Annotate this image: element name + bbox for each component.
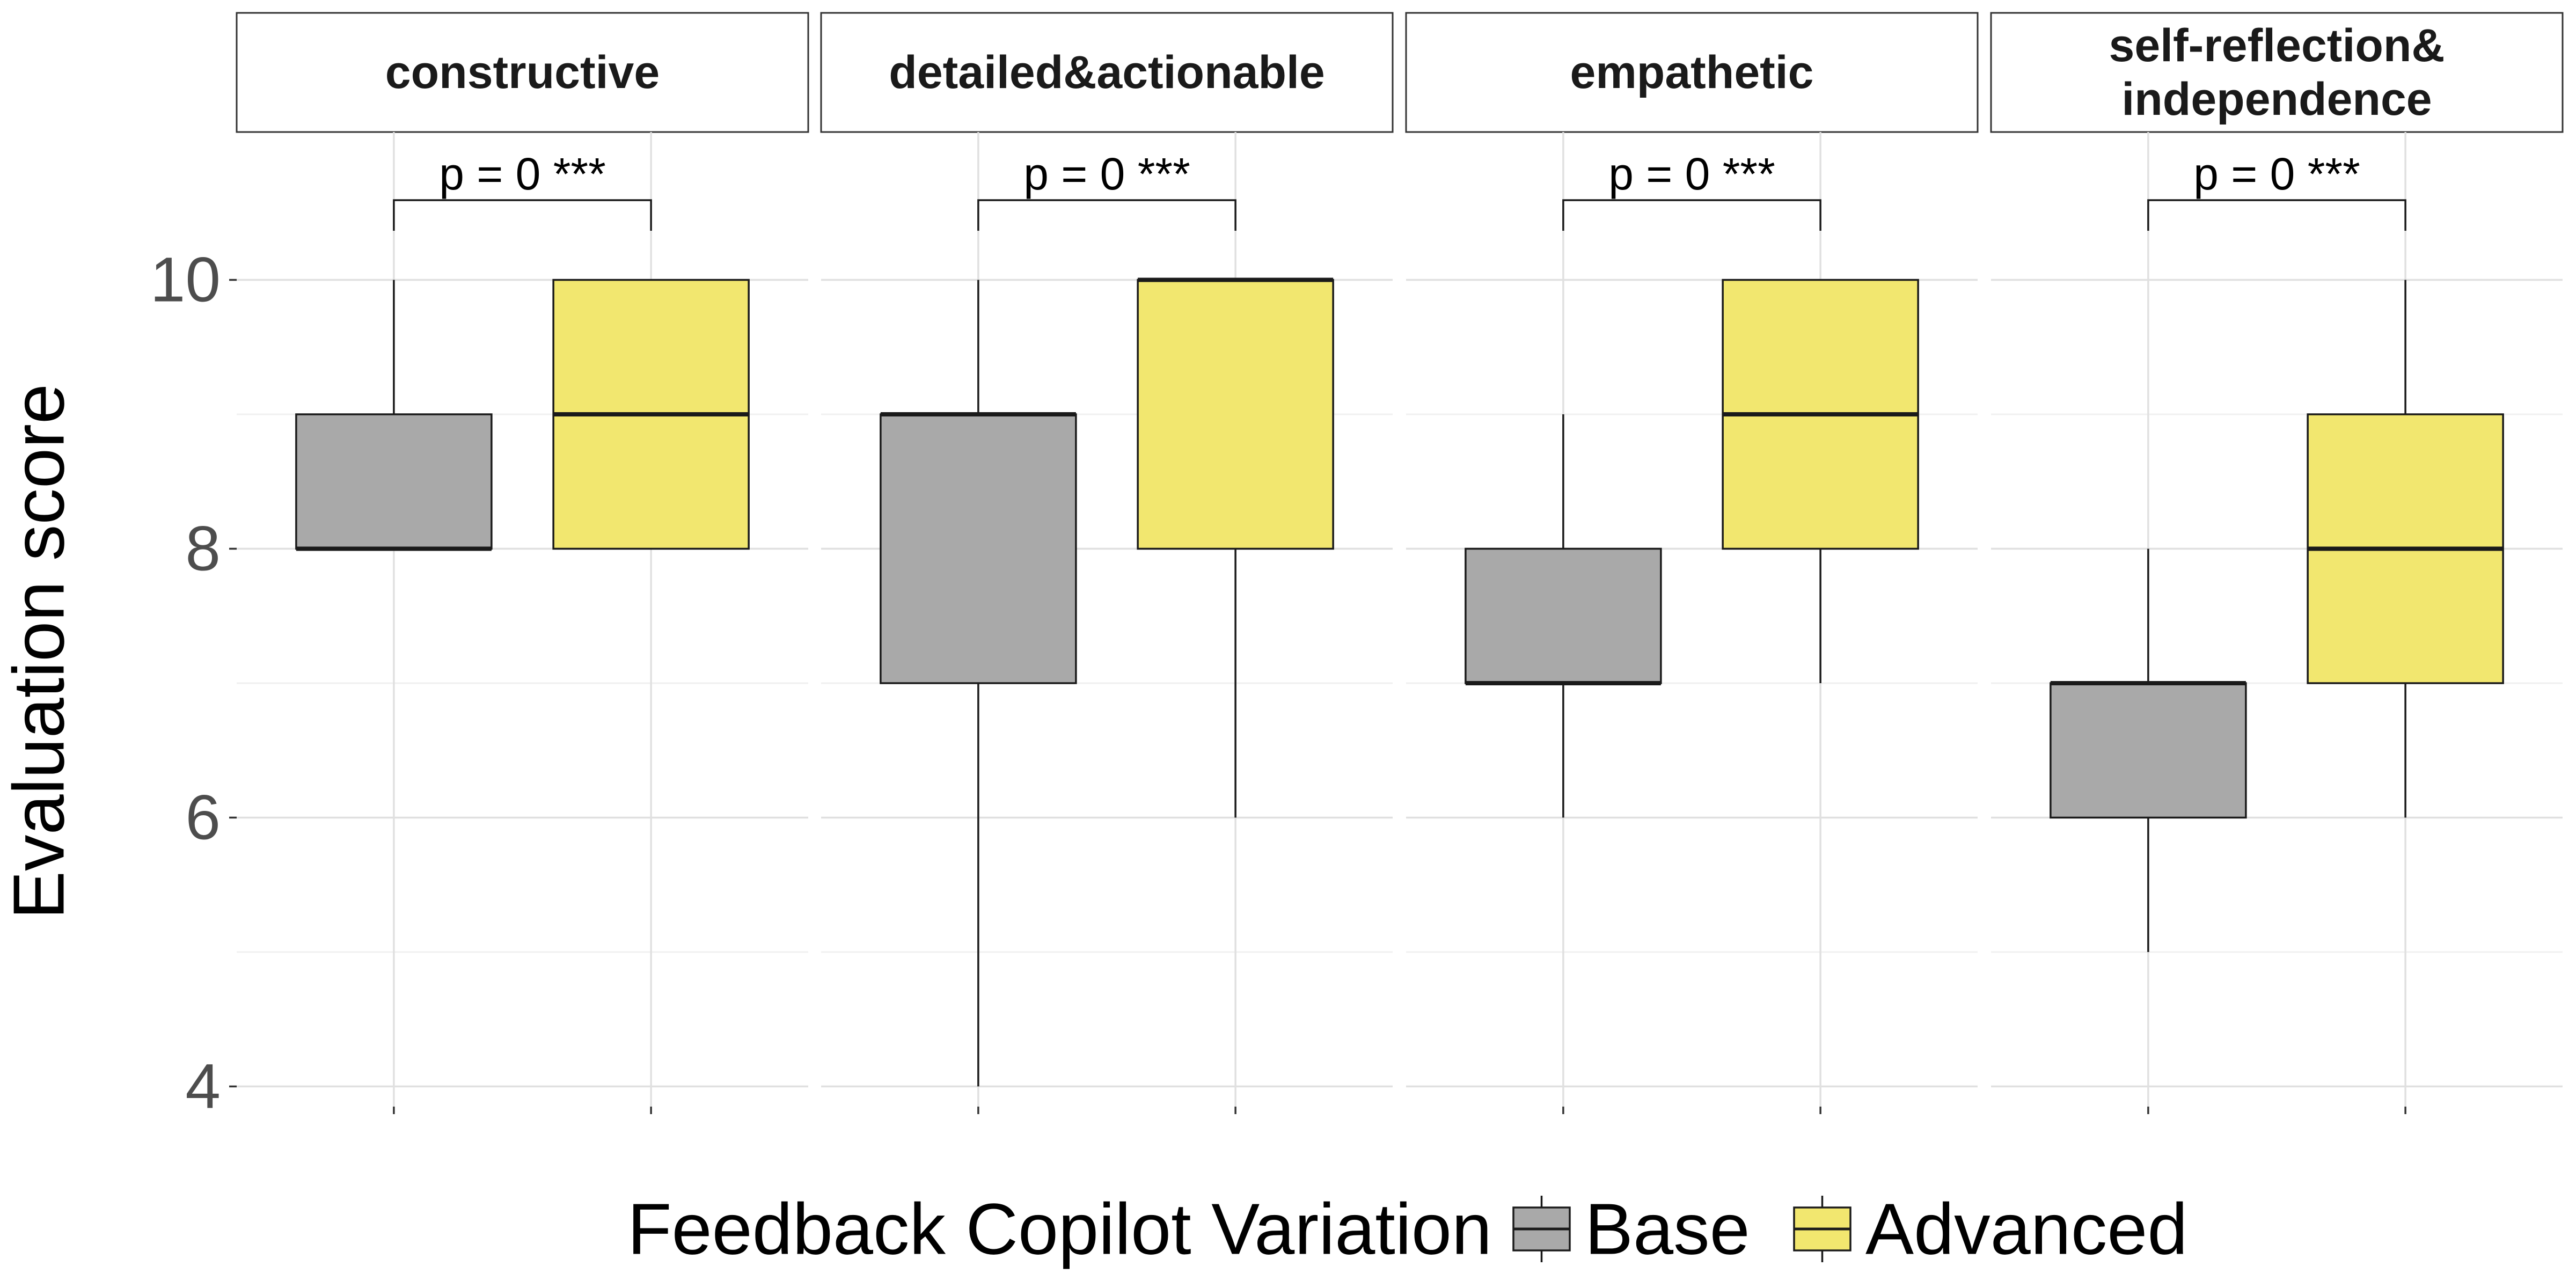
legend: Feedback Copilot Variation Base Advanced — [627, 1189, 2187, 1270]
y-tick-label: 10 — [150, 245, 221, 316]
p-value-label: p = 0 *** — [2193, 149, 2360, 199]
box-body — [880, 413, 1077, 684]
strip-title: detailed&actionable — [889, 47, 1324, 98]
strip-title: self-reflection& independence — [2109, 20, 2445, 125]
panel-3: empathetic p = 0 *** — [1405, 12, 1979, 1114]
y-tick-label: 8 — [185, 513, 221, 584]
significance-bracket — [1562, 199, 1821, 231]
strip-box — [820, 12, 1394, 133]
legend-key-advanced — [1793, 1196, 1851, 1262]
box-advanced — [2307, 280, 2504, 818]
y-axis-title: Evaluation score — [0, 384, 79, 919]
legend-label-advanced: Advanced — [1865, 1189, 2187, 1270]
box-body — [295, 413, 493, 550]
strip-title: empathetic — [1570, 47, 1813, 98]
significance-bracket — [2147, 199, 2406, 231]
y-axis: 4 6 8 10 Evaluation score — [0, 245, 237, 1122]
y-tick-label: 6 — [185, 782, 221, 853]
strip-box — [1990, 12, 2564, 133]
legend-title: Feedback Copilot Variation — [627, 1189, 1492, 1270]
box-advanced — [1137, 277, 1334, 818]
box-base — [1465, 414, 1662, 818]
panel-2: detailed&actionable p = 0 *** — [820, 12, 1394, 1114]
panel-1: constructive p = 0 *** — [236, 12, 809, 1114]
p-value-label: p = 0 *** — [1023, 149, 1190, 199]
box-advanced — [552, 279, 750, 550]
p-value-label: p = 0 *** — [1608, 149, 1775, 199]
y-tick-label: 4 — [185, 1051, 221, 1122]
box-body — [1465, 547, 1662, 684]
significance-bracket — [977, 199, 1236, 231]
legend-key-base — [1512, 1196, 1571, 1262]
box-base — [880, 280, 1077, 1087]
box-body — [2050, 682, 2247, 819]
p-value-label: p = 0 *** — [439, 149, 606, 199]
box-base — [2050, 548, 2247, 952]
legend-label-base: Base — [1585, 1189, 1750, 1270]
strip-box — [236, 12, 809, 133]
significance-bracket — [393, 199, 652, 231]
panel-4: self-reflection& independence p = 0 *** — [1990, 12, 2564, 1114]
strip-title: constructive — [385, 47, 660, 98]
strip-box — [1405, 12, 1979, 133]
box-body — [1137, 279, 1334, 550]
box-base — [295, 280, 493, 551]
box-advanced — [1722, 279, 1919, 683]
